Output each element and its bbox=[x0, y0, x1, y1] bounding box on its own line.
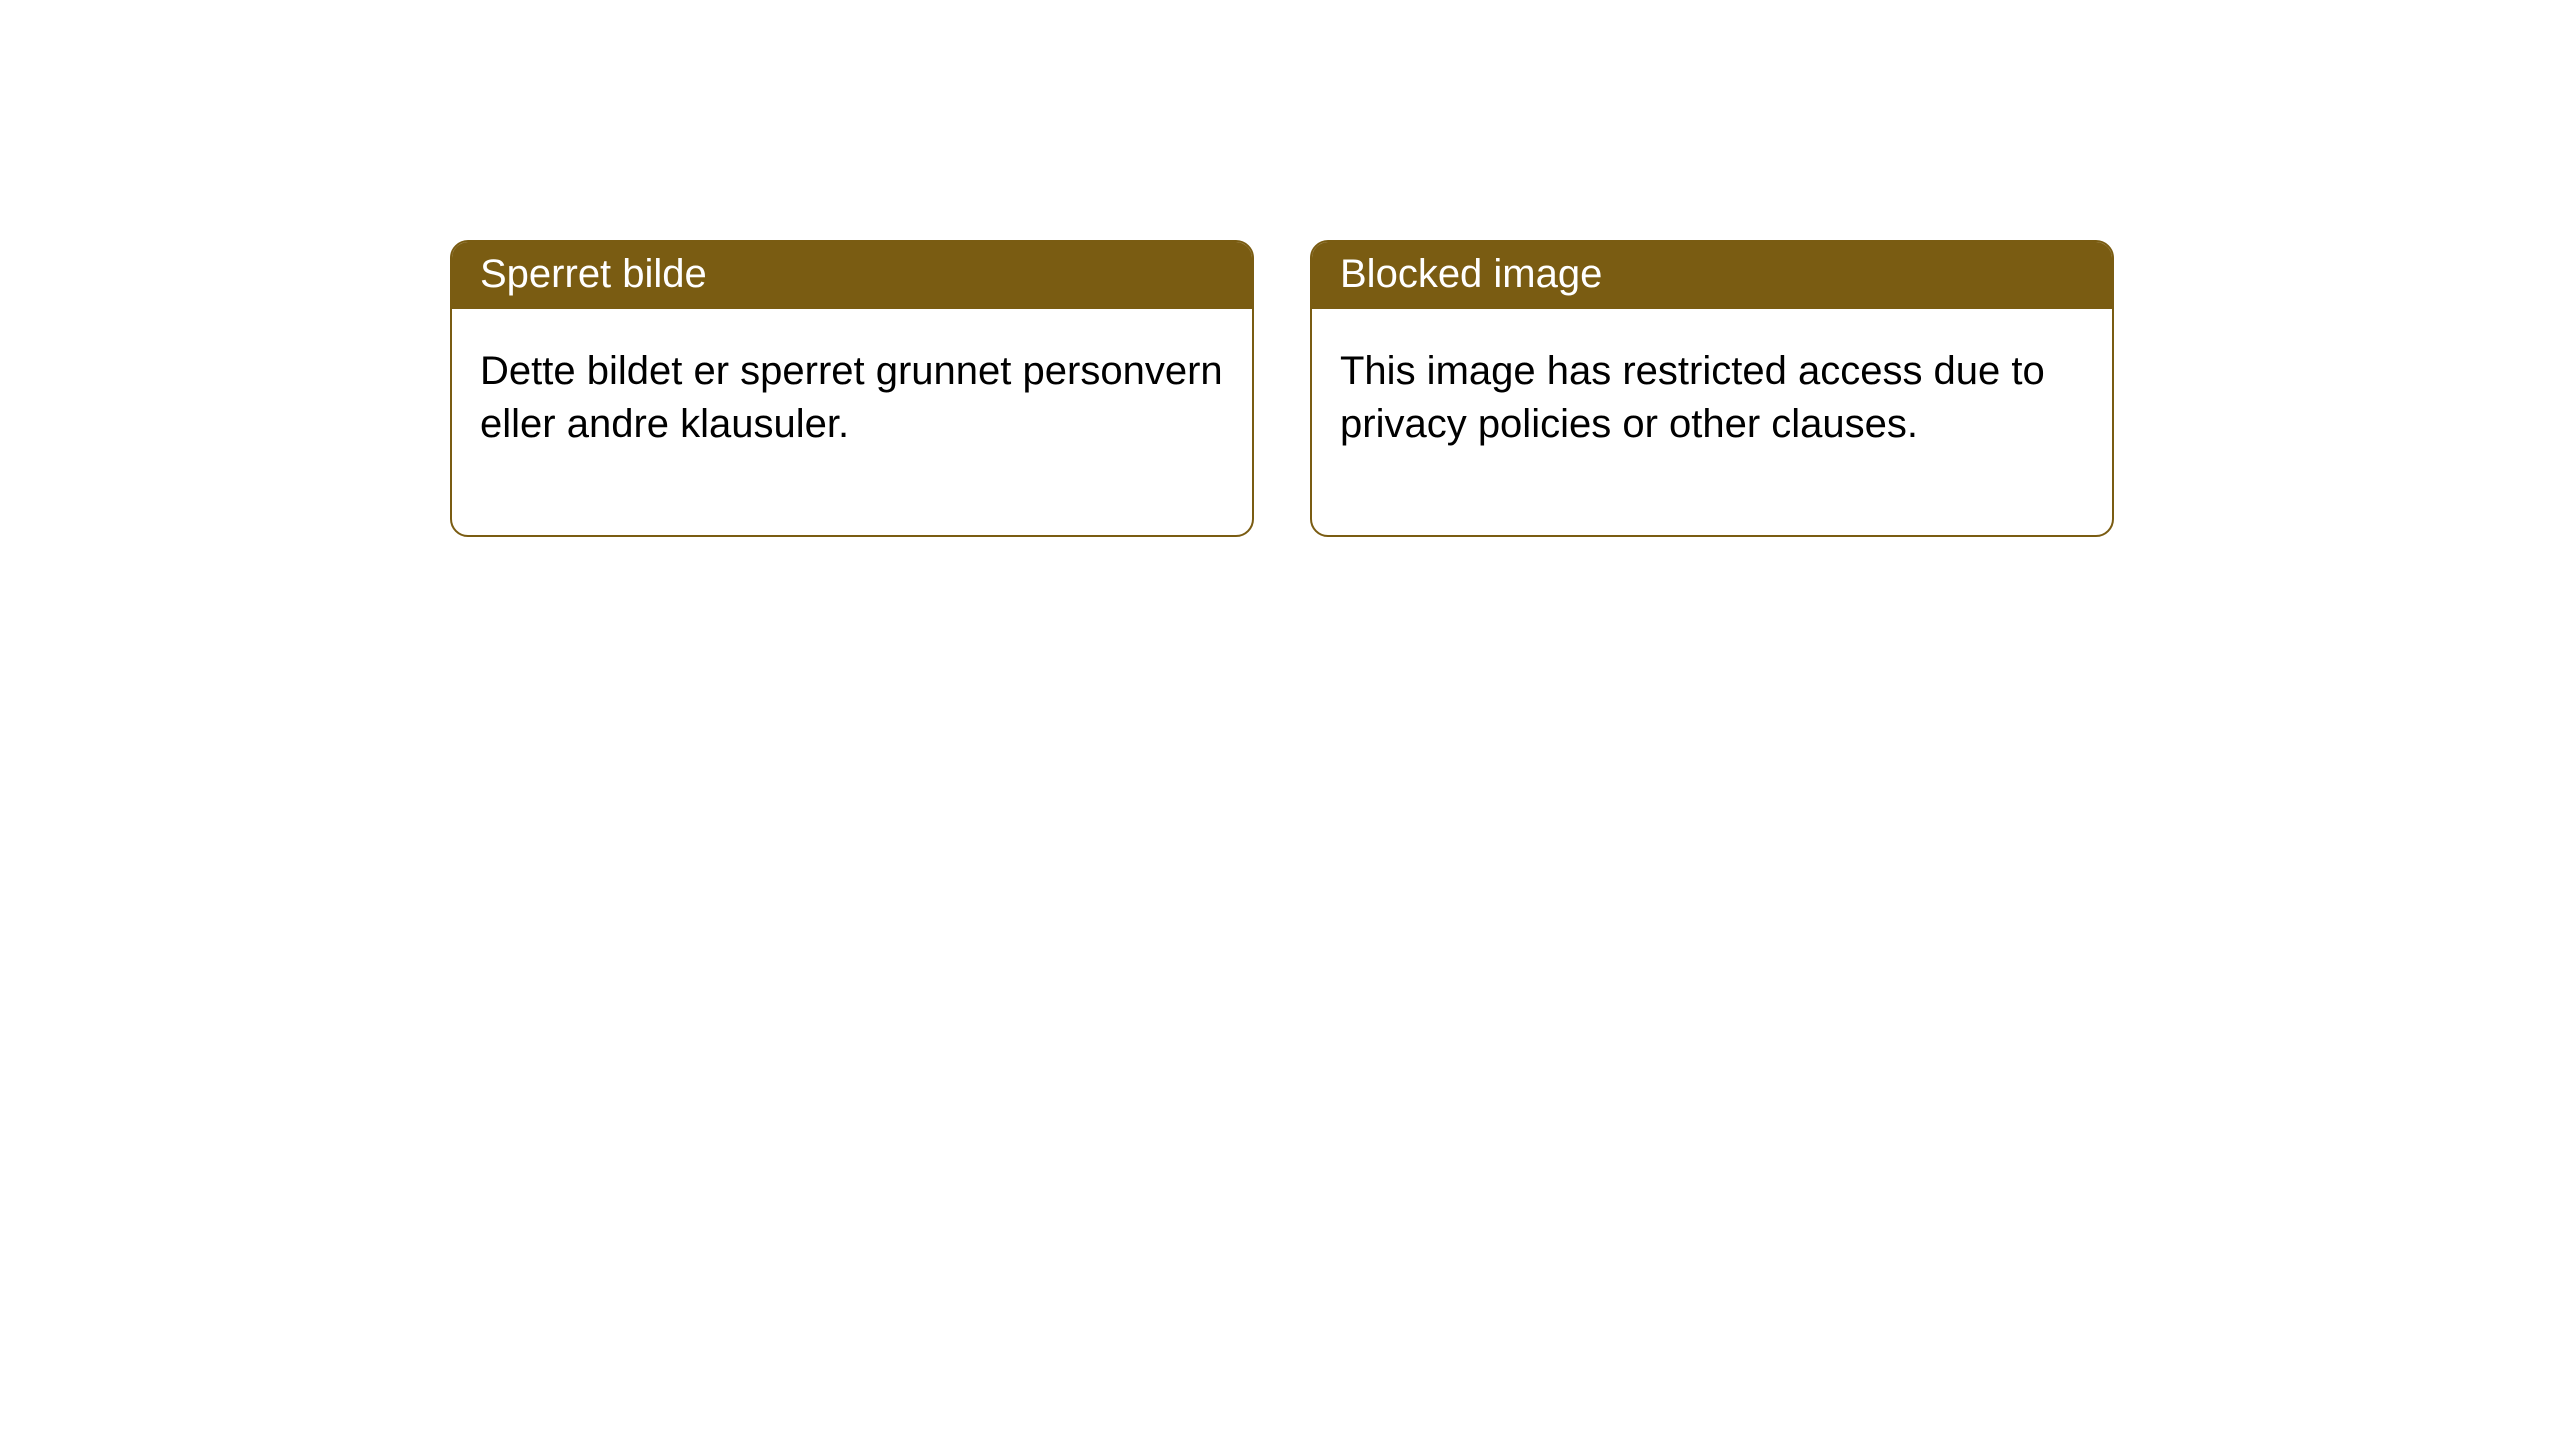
blocked-image-notices: Sperret bilde Dette bildet er sperret gr… bbox=[450, 240, 2114, 537]
notice-card-norwegian: Sperret bilde Dette bildet er sperret gr… bbox=[450, 240, 1254, 537]
notice-card-title: Blocked image bbox=[1312, 242, 2112, 309]
notice-card-title: Sperret bilde bbox=[452, 242, 1252, 309]
notice-card-body: This image has restricted access due to … bbox=[1312, 309, 2112, 535]
notice-card-english: Blocked image This image has restricted … bbox=[1310, 240, 2114, 537]
notice-card-body: Dette bildet er sperret grunnet personve… bbox=[452, 309, 1252, 535]
